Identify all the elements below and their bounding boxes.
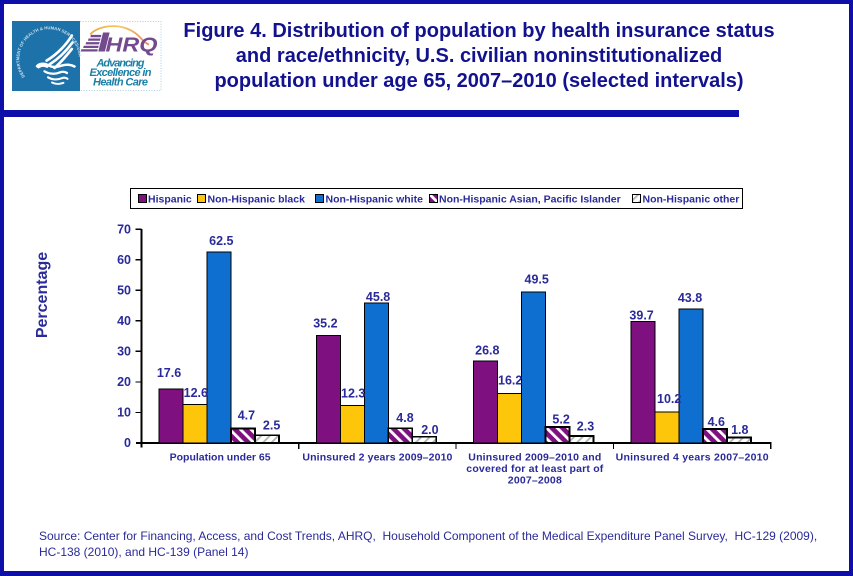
svg-text:Advancing: Advancing bbox=[96, 58, 145, 70]
svg-text:4.7: 4.7 bbox=[238, 409, 255, 423]
svg-text:43.8: 43.8 bbox=[678, 291, 702, 305]
svg-text:Non-Hispanic Asian, Pacific Is: Non-Hispanic Asian, Pacific Islander bbox=[439, 194, 621, 206]
svg-text:30: 30 bbox=[117, 345, 131, 359]
svg-text:16.2: 16.2 bbox=[498, 374, 522, 388]
svg-text:5.2: 5.2 bbox=[552, 412, 569, 426]
svg-text:4.8: 4.8 bbox=[396, 411, 413, 425]
svg-text:2.0: 2.0 bbox=[421, 423, 438, 437]
svg-text:20: 20 bbox=[117, 375, 131, 389]
svg-text:Non-Hispanic other: Non-Hispanic other bbox=[643, 194, 740, 206]
svg-text:1.8: 1.8 bbox=[731, 423, 748, 437]
svg-text:HRQ: HRQ bbox=[106, 33, 158, 56]
svg-text:10: 10 bbox=[117, 406, 131, 420]
svg-text:Uninsured 2 years 2009–2010: Uninsured 2 years 2009–2010 bbox=[302, 452, 452, 464]
svg-text:Hispanic: Hispanic bbox=[148, 194, 192, 206]
svg-text:60: 60 bbox=[117, 253, 131, 267]
svg-text:49.5: 49.5 bbox=[525, 273, 549, 287]
svg-text:Non-Hispanic black: Non-Hispanic black bbox=[208, 194, 306, 206]
svg-text:26.8: 26.8 bbox=[475, 344, 499, 358]
svg-text:50: 50 bbox=[117, 284, 131, 298]
svg-text:39.7: 39.7 bbox=[629, 309, 653, 323]
svg-text:35.2: 35.2 bbox=[313, 317, 337, 331]
svg-text:Uninsured 2009–2010 and: Uninsured 2009–2010 and bbox=[468, 452, 601, 464]
svg-text:70: 70 bbox=[117, 222, 131, 236]
svg-text:2007–2008: 2007–2008 bbox=[508, 475, 562, 487]
svg-text:covered for at least part of: covered for at least part of bbox=[466, 463, 604, 475]
svg-text:45.8: 45.8 bbox=[366, 290, 390, 304]
svg-text:2.5: 2.5 bbox=[263, 418, 280, 432]
svg-text:Percentage: Percentage bbox=[34, 252, 51, 338]
svg-text:0: 0 bbox=[124, 436, 131, 450]
svg-text:4.6: 4.6 bbox=[708, 415, 725, 429]
svg-text:Health Care: Health Care bbox=[93, 76, 148, 88]
svg-text:10.2: 10.2 bbox=[657, 392, 681, 406]
svg-text:Population under 65: Population under 65 bbox=[170, 452, 271, 464]
svg-text:12.3: 12.3 bbox=[341, 387, 365, 401]
svg-text:62.5: 62.5 bbox=[209, 234, 233, 248]
svg-text:Excellence in: Excellence in bbox=[90, 67, 152, 79]
svg-text:Non-Hispanic white: Non-Hispanic white bbox=[326, 194, 424, 206]
svg-text:40: 40 bbox=[117, 314, 131, 328]
svg-text:12.6: 12.6 bbox=[184, 386, 208, 400]
svg-text:Uninsured 4 years 2007–2010: Uninsured 4 years 2007–2010 bbox=[616, 452, 769, 464]
svg-text:17.6: 17.6 bbox=[157, 366, 181, 380]
svg-text:2.3: 2.3 bbox=[577, 420, 594, 434]
